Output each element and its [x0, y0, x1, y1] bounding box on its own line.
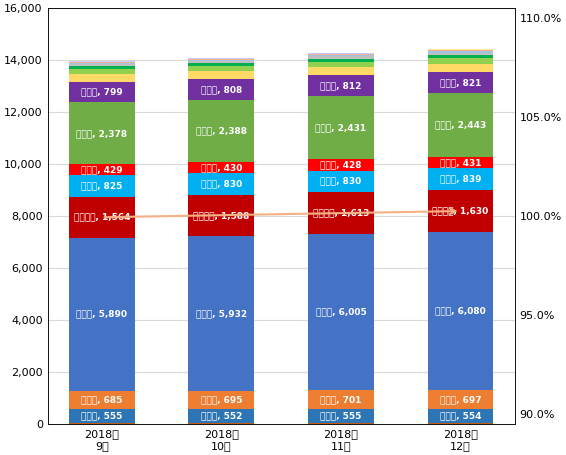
Bar	[308, 192, 374, 234]
Text: 京都府, 430: 京都府, 430	[201, 163, 242, 172]
Bar	[428, 390, 494, 409]
Bar	[188, 236, 254, 391]
Text: 京都府, 429: 京都府, 429	[81, 165, 123, 174]
Bar	[308, 390, 374, 409]
Bar	[428, 157, 494, 168]
Bar	[308, 234, 374, 390]
Bar	[428, 50, 494, 51]
Bar	[69, 102, 135, 164]
Text: 埼玉県, 554: 埼玉県, 554	[440, 411, 481, 420]
Bar	[308, 59, 374, 62]
Text: 東京都, 5,932: 東京都, 5,932	[196, 309, 247, 318]
Bar	[308, 67, 374, 75]
Bar	[308, 409, 374, 423]
Text: 神奈川県, 1,588: 神奈川県, 1,588	[193, 211, 250, 220]
Text: 愛知県, 830: 愛知県, 830	[320, 177, 362, 186]
Bar	[69, 69, 135, 74]
Bar	[188, 162, 254, 173]
Bar	[188, 195, 254, 236]
Bar	[69, 74, 135, 81]
Bar	[428, 93, 494, 157]
Bar	[69, 81, 135, 102]
Bar	[69, 66, 135, 69]
Text: 兵庫県, 821: 兵庫県, 821	[440, 78, 481, 87]
Text: 大阪府, 2,443: 大阪府, 2,443	[435, 121, 486, 130]
Bar	[308, 75, 374, 96]
Bar	[308, 96, 374, 159]
Text: 愛知県, 839: 愛知県, 839	[440, 174, 481, 183]
Text: 千葉県, 685: 千葉県, 685	[81, 395, 122, 404]
Bar	[69, 391, 135, 409]
Bar	[188, 60, 254, 61]
Text: 京都府, 428: 京都府, 428	[320, 161, 362, 169]
Text: 愛知県, 825: 愛知県, 825	[81, 182, 122, 191]
Bar	[428, 409, 494, 423]
Bar	[69, 238, 135, 391]
Bar	[69, 176, 135, 197]
Text: 東京都, 5,890: 東京都, 5,890	[76, 310, 127, 318]
Bar	[188, 173, 254, 195]
Text: 埼玉県, 552: 埼玉県, 552	[201, 411, 242, 420]
Bar	[188, 79, 254, 100]
Text: 大阪府, 2,388: 大阪府, 2,388	[196, 126, 247, 136]
Bar	[69, 61, 135, 62]
Bar	[428, 168, 494, 190]
Bar	[188, 59, 254, 60]
Bar	[188, 391, 254, 409]
Text: 京都府, 431: 京都府, 431	[440, 158, 481, 167]
Bar	[308, 56, 374, 59]
Bar	[188, 409, 254, 423]
Bar	[428, 58, 494, 64]
Text: 千葉県, 701: 千葉県, 701	[320, 395, 362, 404]
Bar	[69, 409, 135, 423]
Bar	[188, 58, 254, 59]
Bar	[308, 62, 374, 67]
Text: 大阪府, 2,378: 大阪府, 2,378	[76, 129, 127, 138]
Bar	[428, 55, 494, 58]
Text: 兵庫県, 808: 兵庫県, 808	[201, 85, 242, 94]
Bar	[308, 53, 374, 54]
Bar	[428, 190, 494, 232]
Text: 大阪府, 2,431: 大阪府, 2,431	[315, 123, 367, 132]
Text: 埼玉県, 555: 埼玉県, 555	[81, 411, 122, 420]
Text: 愛知県, 830: 愛知県, 830	[201, 180, 242, 189]
Text: 神奈川県, 1,613: 神奈川県, 1,613	[313, 208, 369, 217]
Bar	[428, 53, 494, 55]
Bar	[188, 71, 254, 79]
Bar	[188, 61, 254, 63]
Bar	[428, 232, 494, 390]
Bar	[428, 51, 494, 53]
Bar	[188, 100, 254, 162]
Text: 東京都, 6,005: 東京都, 6,005	[316, 308, 366, 317]
Bar	[69, 197, 135, 238]
Text: 兵庫県, 799: 兵庫県, 799	[81, 87, 123, 96]
Text: 神奈川県, 1,564: 神奈川県, 1,564	[74, 213, 130, 222]
Bar	[69, 62, 135, 63]
Text: 埼玉県, 555: 埼玉県, 555	[320, 411, 362, 420]
Text: 千葉県, 695: 千葉県, 695	[200, 395, 242, 404]
Bar	[308, 171, 374, 192]
Bar	[188, 63, 254, 66]
Text: 東京都, 6,080: 東京都, 6,080	[435, 307, 486, 316]
Bar	[308, 159, 374, 171]
Bar	[69, 64, 135, 66]
Bar	[428, 64, 494, 72]
Bar	[188, 66, 254, 71]
Bar	[308, 54, 374, 55]
Bar	[428, 72, 494, 93]
Bar	[308, 55, 374, 56]
Text: 兵庫県, 812: 兵庫県, 812	[320, 81, 362, 90]
Bar	[69, 63, 135, 64]
Text: 千葉県, 697: 千葉県, 697	[440, 395, 482, 404]
Text: 神奈川県, 1,630: 神奈川県, 1,630	[432, 207, 488, 216]
Bar	[69, 164, 135, 176]
